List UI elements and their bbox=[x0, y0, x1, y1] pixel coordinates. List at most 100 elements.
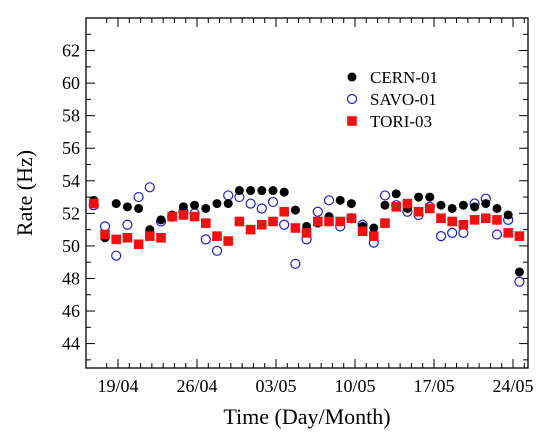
data-point-tori-03 bbox=[167, 211, 177, 222]
data-point-tori-03 bbox=[346, 213, 357, 224]
data-point-cern-01 bbox=[268, 186, 278, 196]
y-tick-label: 44 bbox=[62, 334, 80, 354]
data-point-savo-01 bbox=[223, 190, 234, 201]
y-axis-label: Rate (Hz) bbox=[12, 150, 37, 236]
data-point-tori-03 bbox=[201, 218, 211, 228]
y-tick-label: 62 bbox=[62, 41, 80, 61]
data-point-cern-01 bbox=[492, 203, 502, 213]
data-point-savo-01 bbox=[379, 190, 391, 201]
data-point-cern-01 bbox=[223, 199, 233, 209]
data-point-tori-03 bbox=[436, 213, 446, 224]
data-point-cern-01 bbox=[414, 192, 424, 202]
data-point-cern-01 bbox=[156, 215, 166, 225]
y-tick-label: 52 bbox=[62, 203, 80, 223]
data-point-tori-03 bbox=[301, 228, 312, 238]
data-point-cern-01 bbox=[234, 186, 244, 196]
data-point-tori-03 bbox=[481, 213, 491, 224]
data-point-cern-01 bbox=[514, 267, 524, 277]
data-point-savo-01 bbox=[435, 231, 447, 242]
data-point-savo-01 bbox=[279, 219, 290, 230]
y-tick-label: 48 bbox=[62, 268, 80, 288]
data-point-savo-01 bbox=[312, 206, 323, 217]
data-point-cern-01 bbox=[425, 192, 435, 202]
data-point-savo-01 bbox=[290, 258, 301, 269]
data-point-cern-01 bbox=[481, 199, 491, 209]
data-point-tori-03 bbox=[234, 216, 245, 227]
data-point-tori-03 bbox=[357, 226, 368, 237]
y-tick-label: 50 bbox=[62, 236, 80, 256]
data-point-tori-03 bbox=[335, 216, 345, 227]
x-tick-label: 24/05 bbox=[492, 376, 533, 396]
data-point-tori-03 bbox=[503, 228, 513, 238]
y-tick-label: 54 bbox=[62, 171, 80, 191]
data-point-tori-03 bbox=[100, 229, 110, 240]
data-point-tori-03 bbox=[469, 215, 480, 225]
data-point-tori-03 bbox=[313, 216, 323, 227]
data-point-cern-01 bbox=[190, 200, 200, 210]
data-point-cern-01 bbox=[335, 195, 345, 205]
data-point-tori-03 bbox=[447, 216, 457, 227]
data-point-tori-03 bbox=[514, 231, 525, 241]
data-point-savo-01 bbox=[491, 229, 503, 240]
data-point-cern-01 bbox=[279, 187, 289, 197]
data-point-tori-03 bbox=[133, 239, 144, 250]
legend-label: CERN-01 bbox=[370, 68, 438, 87]
y-tick-label: 56 bbox=[62, 138, 80, 158]
data-point-tori-03 bbox=[223, 236, 233, 246]
data-point-tori-03 bbox=[492, 215, 502, 225]
data-point-cern-01 bbox=[436, 200, 446, 210]
data-point-cern-01 bbox=[212, 199, 222, 209]
data-point-savo-01 bbox=[514, 276, 525, 287]
data-point-savo-01 bbox=[211, 245, 223, 256]
data-point-tori-03 bbox=[324, 216, 334, 227]
y-tick-label: 46 bbox=[62, 301, 80, 321]
x-tick-label: 17/05 bbox=[413, 376, 454, 396]
data-point-cern-01 bbox=[369, 223, 379, 233]
x-axis: 19/04 26/04 03/05 10/05 17/05 24/05 bbox=[97, 18, 534, 396]
data-point-savo-01 bbox=[447, 227, 458, 238]
data-point-cern-01 bbox=[178, 202, 188, 212]
legend-label: TORI-03 bbox=[370, 112, 432, 131]
y-tick-label: 60 bbox=[62, 73, 80, 93]
data-point-tori-03 bbox=[413, 206, 424, 217]
data-point-cern-01 bbox=[246, 186, 256, 196]
data-point-tori-03 bbox=[402, 198, 413, 209]
data-point-tori-03 bbox=[189, 211, 200, 222]
data-point-savo-01 bbox=[245, 198, 256, 209]
data-point-tori-03 bbox=[290, 223, 301, 233]
legend-marker-cern-01 bbox=[347, 72, 357, 82]
data-point-cern-01 bbox=[111, 199, 121, 209]
data-point-tori-03 bbox=[111, 234, 121, 245]
data-point-cern-01 bbox=[134, 203, 144, 213]
data-point-cern-01 bbox=[290, 205, 300, 215]
legend: CERN-01 SAVO-01 TORI-03 bbox=[346, 68, 438, 131]
data-point-tori-03 bbox=[245, 224, 256, 235]
data-point-savo-01 bbox=[111, 250, 122, 261]
x-tick-label: 03/05 bbox=[255, 376, 296, 396]
y-axis: 44 46 48 50 52 54 56 58 60 62 bbox=[62, 33, 528, 361]
data-point-savo-01 bbox=[267, 196, 279, 208]
data-point-cern-01 bbox=[447, 203, 457, 213]
data-point-tori-03 bbox=[257, 219, 267, 230]
data-point-cern-01 bbox=[470, 202, 480, 212]
data-point-savo-01 bbox=[458, 227, 469, 238]
data-point-tori-03 bbox=[380, 218, 390, 228]
data-point-tori-03 bbox=[369, 231, 379, 241]
x-tick-label: 19/04 bbox=[97, 376, 138, 396]
x-tick-label: 10/05 bbox=[334, 376, 375, 396]
data-points bbox=[88, 182, 525, 287]
data-point-savo-01 bbox=[122, 219, 133, 230]
data-point-cern-01 bbox=[380, 200, 390, 210]
y-tick-label: 58 bbox=[62, 106, 80, 126]
data-point-cern-01 bbox=[391, 189, 401, 199]
x-tick-label: 26/04 bbox=[176, 376, 217, 396]
data-point-savo-01 bbox=[323, 195, 335, 206]
data-point-tori-03 bbox=[156, 232, 166, 243]
legend-marker-savo-01 bbox=[346, 93, 358, 105]
data-point-tori-03 bbox=[391, 202, 401, 212]
data-point-tori-03 bbox=[178, 210, 189, 220]
data-point-cern-01 bbox=[201, 203, 211, 213]
data-point-tori-03 bbox=[145, 231, 155, 241]
data-point-cern-01 bbox=[122, 202, 132, 212]
